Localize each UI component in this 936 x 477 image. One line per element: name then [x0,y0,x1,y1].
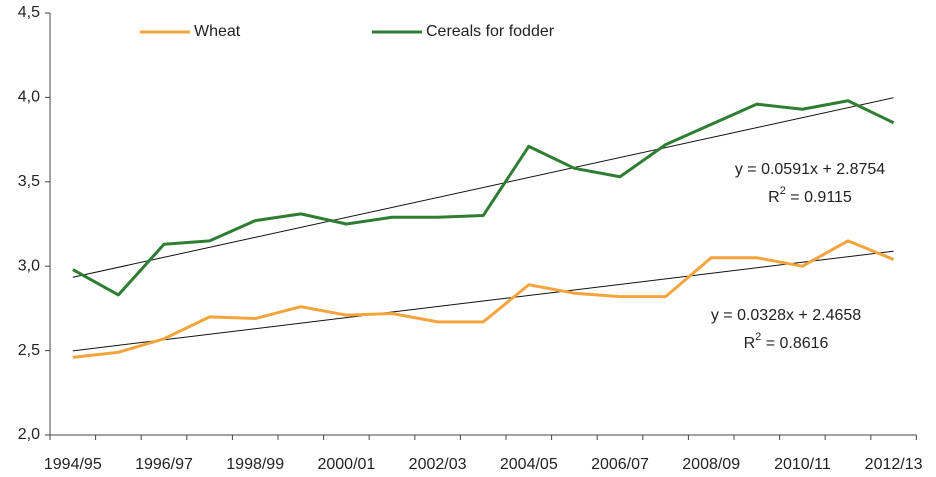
r2-base: R [768,189,780,206]
x-tick-label: 2012/13 [865,456,923,473]
line-series [72,99,895,297]
trend-equation: y = 0.0328x + 2.4658 [711,307,861,324]
r2-rest: = 0.8616 [761,335,828,352]
x-tick-label: 1994/95 [44,456,102,473]
legend-label: Wheat [194,23,241,40]
x-tick-label: 2002/03 [409,456,467,473]
trend-equation: y = 0.0591x + 2.8754 [735,161,885,178]
x-tick-label: 2008/09 [682,456,740,473]
legend-label: Cereals for fodder [426,23,555,40]
x-tick-label: 2000/01 [317,456,375,473]
trend-line [72,97,894,278]
y-tick-label: 3,0 [18,257,40,274]
trend-line [72,250,894,352]
r2-base: R [744,335,756,352]
x-tick-label: 2006/07 [591,456,649,473]
y-tick-label: 2,0 [18,426,40,443]
y-tick-label: 3,5 [18,173,40,190]
x-tick-label: 1996/97 [135,456,193,473]
r2-sup: 2 [780,185,786,197]
trend-r2: R2 = 0.9115 [768,185,852,206]
line-series [72,239,895,359]
trend-r2: R2 = 0.8616 [744,331,829,352]
r2-sup: 2 [755,331,761,343]
r2-rest: = 0.9115 [786,189,852,206]
x-tick-label: 1998/99 [226,456,284,473]
y-tick-label: 2,5 [18,342,40,359]
x-tick-label: 2004/05 [500,456,558,473]
y-tick-label: 4,5 [18,4,40,21]
x-tick-label: 2010/11 [774,456,831,473]
y-tick-label: 4,0 [18,89,40,106]
